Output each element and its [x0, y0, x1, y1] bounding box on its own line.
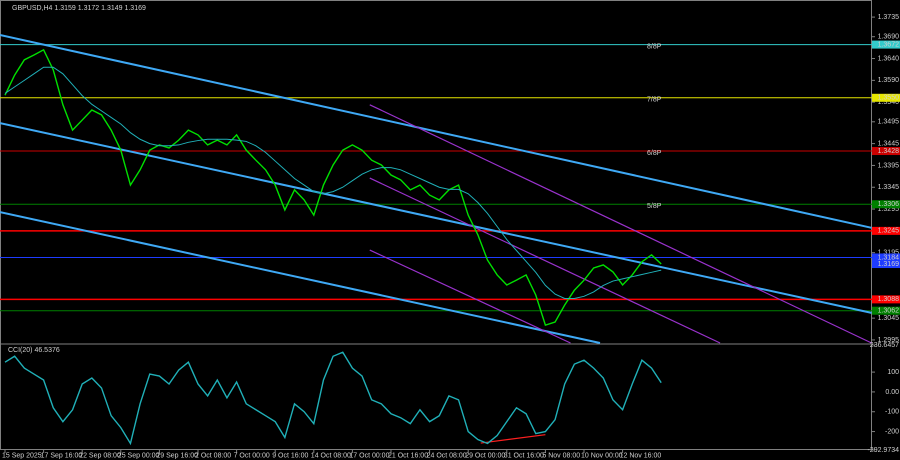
y-tick-label: 100 — [887, 369, 899, 376]
y-tick-label: 1.3395 — [878, 162, 900, 169]
plot-frame — [0, 0, 872, 450]
trend-line — [0, 211, 601, 344]
y-tick-label: 0.00 — [885, 389, 899, 396]
level-box — [872, 93, 900, 102]
y-tick-label: 1.3735 — [878, 14, 900, 21]
y-tick-label: -292.9734 — [867, 447, 899, 454]
y-tick-label: 1.3495 — [878, 119, 900, 126]
x-tick-label: 29 Sep 16:00 — [156, 452, 198, 459]
x-tick-label: 24 Oct 08:00 — [427, 452, 467, 459]
trend-line — [369, 177, 721, 344]
level-name: 8/8P — [647, 43, 662, 50]
y-tick-label: 1.3640 — [878, 55, 900, 62]
x-tick-label: 9 Oct 16:00 — [272, 452, 308, 459]
level-box — [872, 147, 900, 156]
level-box — [872, 306, 900, 315]
level-price: 1.3184 — [878, 254, 900, 261]
x-tick-label: 2 Oct 08:00 — [195, 452, 231, 459]
level-box — [872, 40, 900, 49]
level-price: 1.3672 — [878, 41, 900, 48]
level-price: 1.3088 — [878, 296, 900, 303]
level-price: 1.3550 — [878, 95, 900, 102]
last-price: 1.3169 — [878, 261, 900, 268]
chart-title: GBPUSD,H4 1.3159 1.3172 1.3149 1.3169 — [12, 5, 146, 12]
series-line — [4, 351, 662, 446]
level-name: 5/8P — [647, 203, 662, 210]
level-box — [872, 253, 900, 262]
y-tick-label: 236.6457 — [870, 342, 899, 349]
y-tick-label: 1.3295 — [878, 206, 900, 213]
level-box — [872, 200, 900, 209]
y-tick-label: 1.3540 — [878, 99, 900, 106]
x-tick-label: 12 Nov 16:00 — [620, 452, 662, 459]
level-price: 1.3245 — [878, 228, 900, 235]
y-tick-label: 1.3195 — [878, 250, 900, 257]
trend-line — [0, 34, 872, 229]
y-tick-label: -100 — [885, 409, 899, 416]
level-box — [872, 295, 900, 304]
y-tick-label: 1.3590 — [878, 77, 900, 84]
x-tick-label: 7 Oct 00:00 — [234, 452, 270, 459]
y-tick-label: 1.3345 — [878, 184, 900, 191]
level-name: 6/8P — [647, 150, 662, 157]
last-price-box — [872, 260, 900, 269]
x-tick-label: 22 Sep 08:00 — [79, 452, 121, 459]
x-tick-label: 29 Oct 00:00 — [465, 452, 505, 459]
level-price: 1.3306 — [878, 201, 900, 208]
level-price: 1.3428 — [878, 148, 900, 155]
x-tick-label: 17 Oct 00:00 — [349, 452, 389, 459]
y-tick-label: -200 — [885, 428, 899, 435]
x-tick-label: 14 Oct 08:00 — [311, 452, 351, 459]
trend-line — [480, 434, 546, 444]
x-tick-label: 31 Oct 16:00 — [504, 452, 544, 459]
trend-line — [0, 122, 872, 314]
x-tick-label: 25 Sep 00:00 — [118, 452, 160, 459]
trend-line — [369, 249, 571, 344]
x-tick-label: 17 Sep 16:00 — [41, 452, 83, 459]
y-tick-label: 1.3690 — [878, 34, 900, 41]
series-line — [4, 48, 662, 326]
x-tick-label: 21 Oct 16:00 — [388, 452, 428, 459]
indicator-title: CCI(20) 46.5376 — [8, 347, 60, 354]
level-price: 1.3062 — [878, 308, 900, 315]
level-name: 7/8P — [647, 97, 662, 104]
x-tick-label: 10 Nov 00:00 — [581, 452, 623, 459]
y-tick-label: 1.3445 — [878, 140, 900, 147]
y-tick-label: 1.3045 — [878, 315, 900, 322]
x-tick-label: 5 Nov 08:00 — [542, 452, 580, 459]
x-tick-label: 15 Sep 2025 — [2, 452, 42, 459]
series-line — [4, 66, 662, 299]
trend-line — [369, 104, 872, 344]
y-tick-label: 1.2995 — [878, 337, 900, 344]
level-box — [872, 226, 900, 235]
